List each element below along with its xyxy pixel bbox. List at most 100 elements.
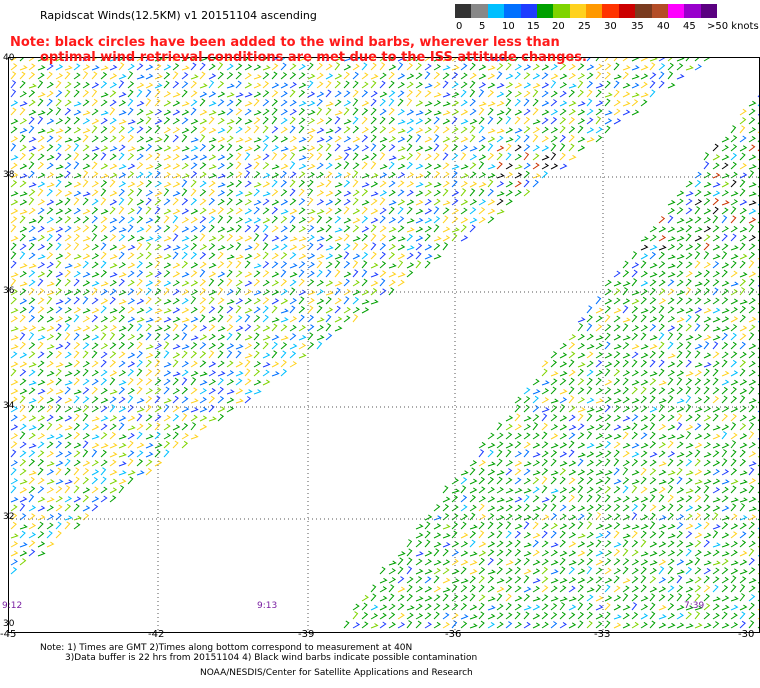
wind-barb: [64, 351, 72, 359]
wind-barb: [730, 622, 739, 629]
wind-barb: [568, 596, 577, 602]
wind-barb: [595, 451, 604, 458]
wind-barb: [244, 245, 253, 251]
wind-barb: [325, 307, 334, 314]
wind-barb: [298, 117, 306, 125]
wind-barb: [100, 495, 108, 503]
wind-barb: [91, 469, 100, 476]
wind-barb: [244, 126, 252, 134]
wind-barb: [64, 503, 72, 512]
wind-barb: [739, 172, 748, 179]
wind-barb: [172, 163, 181, 170]
wind-barb: [649, 272, 658, 278]
wind-barb: [460, 513, 468, 521]
wind-barb: [172, 359, 179, 368]
wind-barb: [244, 224, 252, 233]
wind-barb: [631, 442, 640, 449]
wind-barb: [181, 72, 189, 80]
wind-barb: [352, 236, 361, 242]
wind-barb: [235, 270, 243, 278]
wind-barb: [496, 161, 503, 170]
wind-barb: [532, 596, 541, 602]
wind-barb: [631, 74, 640, 80]
wind-barb: [424, 101, 433, 107]
wind-barb: [154, 260, 161, 269]
wind-barb: [541, 514, 550, 521]
wind-barb: [343, 271, 352, 278]
wind-barb: [703, 494, 710, 503]
wind-barb: [496, 603, 504, 611]
wind-barb: [370, 224, 377, 233]
wind-barb: [55, 512, 62, 521]
wind-barb: [73, 467, 80, 476]
wind-barb: [217, 57, 223, 62]
wind-barb: [208, 324, 216, 332]
wind-barb: [325, 80, 332, 89]
wind-barb: [550, 405, 558, 413]
wind-barb: [37, 541, 46, 548]
wind-barb: [262, 143, 269, 152]
wind-barb: [208, 306, 216, 314]
wind-barb: [73, 476, 80, 485]
wind-barb: [550, 458, 557, 467]
wind-barb: [316, 152, 323, 161]
wind-barb: [181, 81, 189, 89]
wind-barb: [568, 612, 576, 620]
wind-barb: [298, 72, 306, 80]
wind-barb: [442, 152, 449, 161]
wind-barb: [145, 378, 153, 386]
wind-barb: [613, 415, 622, 422]
wind-barb: [694, 297, 702, 305]
wind-barb: [676, 296, 684, 305]
wind-barb: [244, 324, 252, 332]
wind-barb: [649, 593, 656, 602]
wind-barb: [397, 206, 404, 215]
wind-barb: [586, 323, 593, 332]
wind-barb: [100, 242, 107, 251]
wind-barb: [19, 152, 26, 161]
wind-barb: [397, 236, 406, 242]
wind-barb: [154, 118, 163, 125]
wind-barb: [622, 317, 631, 323]
wind-barb: [379, 180, 387, 188]
wind-barb: [505, 460, 514, 467]
wind-barb: [514, 172, 523, 179]
wind-barb: [55, 80, 62, 89]
wind-barb: [19, 191, 28, 197]
wind-barb: [604, 80, 611, 89]
wind-barb: [19, 314, 26, 323]
wind-barb: [541, 585, 549, 593]
wind-barb: [631, 559, 640, 566]
wind-barb: [739, 341, 746, 350]
wind-barb: [505, 143, 512, 152]
wind-barb: [181, 260, 189, 269]
wind-barb: [433, 243, 441, 251]
wind-barb: [613, 622, 622, 629]
wind-barb: [163, 449, 170, 458]
wind-barb: [55, 299, 64, 305]
wind-barb: [676, 63, 684, 71]
wind-barb: [307, 242, 314, 251]
wind-barb: [190, 434, 199, 440]
wind-barb: [100, 163, 109, 170]
wind-barb: [100, 432, 108, 440]
wind-barb: [361, 134, 369, 143]
wind-barb: [559, 125, 566, 134]
wind-barb: [388, 568, 396, 575]
wind-barb: [37, 297, 45, 305]
wind-barb: [568, 424, 577, 431]
wind-barb: [406, 218, 415, 224]
wind-barb: [271, 341, 278, 350]
wind-barb: [658, 288, 666, 296]
wind-barb: [649, 62, 656, 71]
wind-barb: [343, 288, 351, 296]
wind-barb: [487, 613, 496, 620]
wind-barb: [181, 134, 188, 143]
wind-barb: [667, 558, 675, 566]
wind-barb: [253, 74, 262, 80]
wind-barb: [568, 469, 577, 476]
wind-barb: [523, 179, 530, 188]
wind-barb: [127, 404, 134, 413]
wind-barb: [208, 333, 216, 341]
wind-barb: [19, 458, 27, 467]
